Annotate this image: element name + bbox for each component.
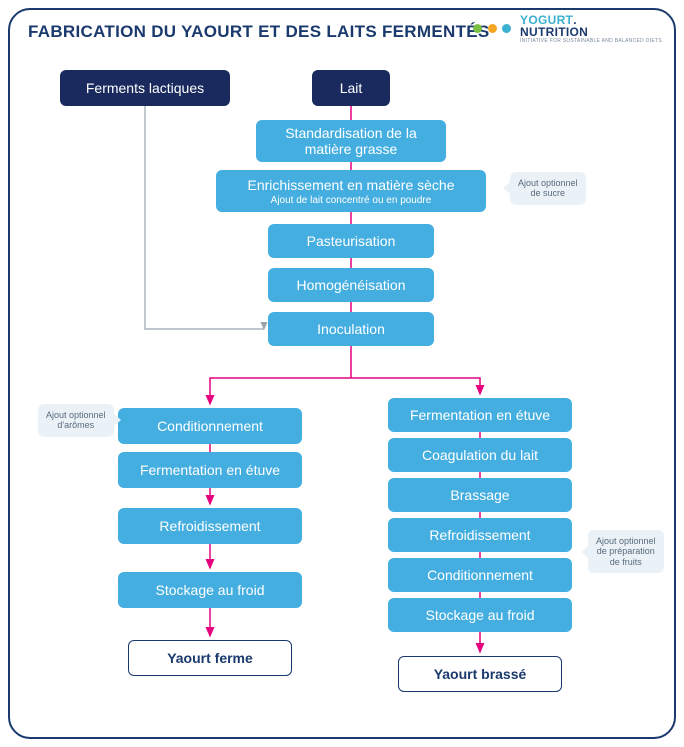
page-title: FABRICATION DU YAOURT ET DES LAITS FERME… — [28, 22, 490, 42]
logo-dot-3 — [502, 24, 511, 33]
node-r_ferm: Fermentation en étuve — [388, 398, 572, 432]
diagram-frame — [8, 8, 676, 739]
node-inoc: Inoculation — [268, 312, 434, 346]
callout-sucre: Ajout optionnelde sucre — [510, 172, 586, 205]
node-l_ferm: Fermentation en étuve — [118, 452, 302, 488]
node-lait: Lait — [312, 70, 390, 106]
callout-fruits: Ajout optionnelde préparationde fruits — [588, 530, 664, 573]
logo-text: YOGURT.NUTRITION — [520, 14, 662, 38]
logo-subtext: INITIATIVE FOR SUSTAINABLE AND BALANCED … — [520, 39, 662, 44]
logo-dot-2 — [488, 24, 497, 33]
node-l_stock: Stockage au froid — [118, 572, 302, 608]
logo-dots — [473, 21, 512, 37]
node-r_stock: Stockage au froid — [388, 598, 572, 632]
logo-dot-1 — [473, 24, 482, 33]
node-enrich: Enrichissement en matière sècheAjout de … — [216, 170, 486, 212]
node-r_coag: Coagulation du lait — [388, 438, 572, 472]
callout-aromes: Ajout optionneld'arômes — [38, 404, 114, 437]
node-ferments: Ferments lactiques — [60, 70, 230, 106]
node-std: Standardisation de lamatière grasse — [256, 120, 446, 162]
node-l_out: Yaourt ferme — [128, 640, 292, 676]
node-r_cond: Conditionnement — [388, 558, 572, 592]
node-r_refr: Refroidissement — [388, 518, 572, 552]
node-r_brass: Brassage — [388, 478, 572, 512]
node-r_out: Yaourt brassé — [398, 656, 562, 692]
logo: YOGURT.NUTRITION INITIATIVE FOR SUSTAINA… — [473, 14, 662, 44]
node-pasteur: Pasteurisation — [268, 224, 434, 258]
node-homog: Homogénéisation — [268, 268, 434, 302]
node-l_cond: Conditionnement — [118, 408, 302, 444]
node-l_refr: Refroidissement — [118, 508, 302, 544]
